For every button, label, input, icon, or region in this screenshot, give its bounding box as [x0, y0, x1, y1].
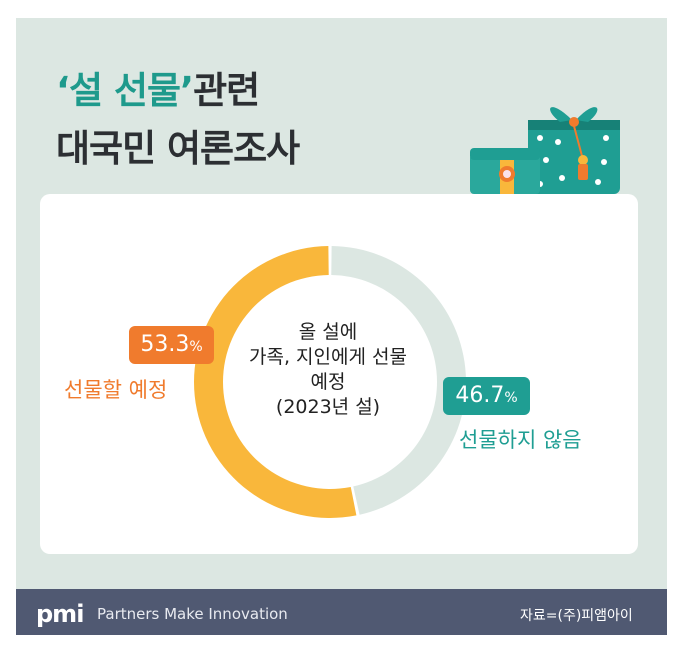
- footer-tagline: Partners Make Innovation: [97, 605, 288, 623]
- value-badge-no-gift: 46.7%: [443, 377, 530, 415]
- title-rest: 관련: [193, 69, 260, 112]
- pmi-logo: pmi: [36, 600, 84, 628]
- donut-slice-gift: [194, 246, 357, 518]
- value-badge-gift: 53.3%: [129, 326, 214, 364]
- center-line-3: 예정: [310, 371, 346, 393]
- unit-label-gift: %: [189, 339, 203, 355]
- center-line-4: (2023년 설): [275, 396, 381, 418]
- page-title-line2: 대국민 여론조사: [56, 127, 300, 170]
- category-label-gift: 선물할 예정: [64, 378, 168, 402]
- gift-box-icon: [470, 107, 620, 194]
- category-label-no-gift: 선물하지 않음: [459, 428, 582, 452]
- page-title-line1: ‘설 선물’관련: [56, 60, 260, 114]
- title-accent: ‘설 선물’: [56, 69, 194, 112]
- value-label-no-gift: 46.7: [455, 383, 505, 408]
- chart-center-title: 올 설에 가족, 지인에게 선물 예정 (2023년 설): [218, 320, 438, 420]
- logo-text: pmi: [36, 600, 84, 628]
- footer-bar: [16, 589, 667, 635]
- source-credit: 자료=(주)피앰아이: [520, 608, 633, 624]
- center-line-2: 가족, 지인에게 선물: [249, 346, 407, 368]
- unit-label-no-gift: %: [504, 390, 518, 406]
- value-label-gift: 53.3: [140, 332, 190, 357]
- donut-slice-no-gift: [331, 246, 466, 515]
- center-line-1: 올 설에: [298, 321, 358, 343]
